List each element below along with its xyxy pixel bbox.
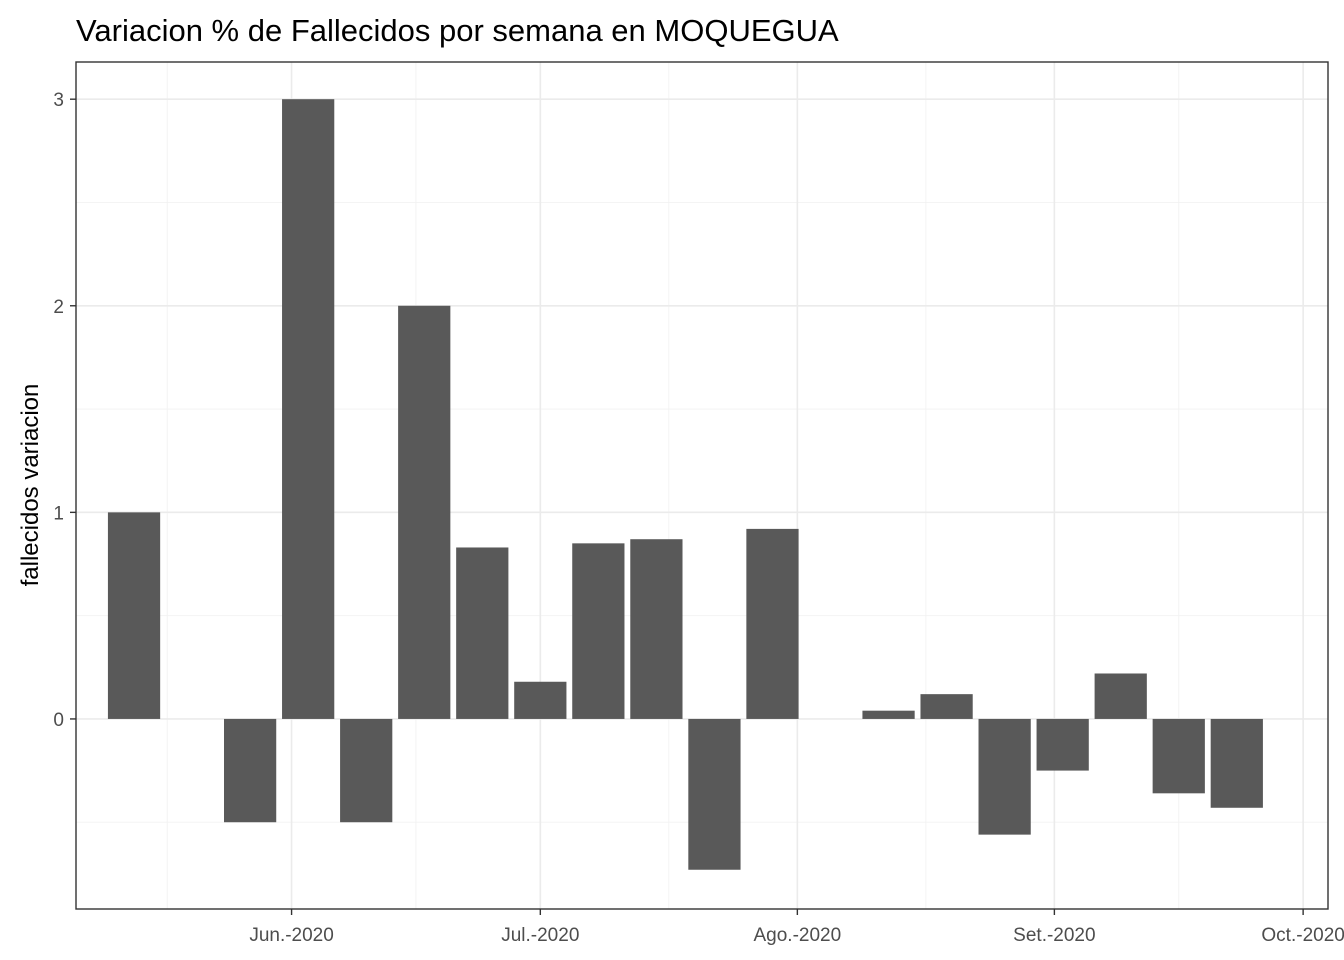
x-tick-label: Ago.-2020: [754, 925, 842, 946]
bar: [572, 543, 625, 719]
bar: [978, 718, 1031, 835]
y-tick-label: 0: [53, 710, 64, 731]
bar: [514, 681, 567, 719]
bar: [398, 305, 451, 719]
x-tick-label: Jun.-2020: [249, 925, 334, 946]
bar: [224, 718, 277, 823]
bar: [107, 512, 161, 719]
bar: [746, 528, 799, 719]
bar: [1094, 673, 1147, 719]
y-tick-label: 3: [53, 90, 64, 111]
x-tick-label: Jul.-2020: [501, 925, 579, 946]
bars: [107, 99, 1263, 870]
y-axis-ticks: 0 1 2 3: [53, 90, 76, 731]
y-tick-label: 2: [53, 297, 64, 318]
bar: [630, 539, 683, 719]
bar: [1152, 718, 1205, 794]
plot-border: [75, 61, 1329, 910]
y-axis-title: fallecidos variacion: [17, 384, 44, 587]
x-axis-ticks: Jun.-2020 Jul.-2020 Ago.-2020 Set.-2020 Oct.…: [249, 909, 1344, 946]
bar: [456, 547, 509, 719]
chart-title: Variacion % de Fallecidos por semana en …: [76, 13, 839, 48]
x-tick-label: Set.-2020: [1013, 925, 1095, 946]
bar: [1036, 718, 1089, 771]
bar: [862, 710, 915, 719]
bar: [688, 718, 741, 870]
bar: [920, 694, 973, 719]
bar: [340, 718, 393, 823]
x-tick-label: Oct.-2020: [1261, 925, 1344, 946]
bar: [1210, 718, 1263, 808]
y-tick-label: 1: [53, 503, 64, 524]
bar: [282, 99, 335, 719]
